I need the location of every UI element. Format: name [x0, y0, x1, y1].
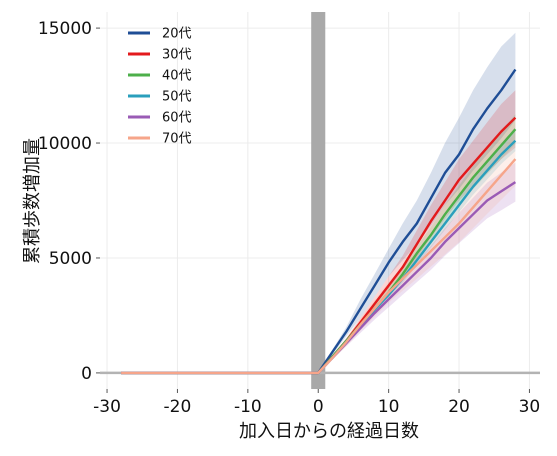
x-tick-label: -30 [93, 397, 121, 417]
y-tick-label: 5000 [49, 249, 92, 269]
y-tick-label: 10000 [38, 134, 92, 154]
x-tick-label: 20 [448, 397, 470, 417]
y-axis-label: 累積歩数増加量 [22, 138, 43, 264]
legend-label: 60代 [162, 111, 192, 126]
day-zero-band [311, 12, 326, 389]
legend-label: 30代 [162, 48, 192, 63]
x-tick-label: 0 [313, 397, 324, 417]
legend-label: 40代 [162, 69, 192, 84]
series-line [121, 158, 517, 375]
series-line [121, 68, 517, 375]
legend-label: 20代 [162, 27, 192, 42]
confidence-band [121, 32, 516, 373]
x-tick-label: -20 [164, 397, 192, 417]
legend-label: 50代 [162, 90, 192, 105]
y-tick-label: 0 [81, 364, 92, 384]
legend-label: 70代 [162, 132, 192, 147]
x-axis-label: 加入日からの経過日数 [239, 421, 419, 442]
x-tick-label: 10 [378, 397, 400, 417]
y-axis-ticks: 0 5000 10000 15000 [38, 19, 100, 384]
x-tick-label: -10 [234, 397, 262, 417]
x-tick-label: 30 [519, 397, 541, 417]
series-lines [121, 68, 517, 375]
x-axis-ticks: -30 -20 -10 0 10 20 30 [93, 389, 540, 417]
y-tick-label: 15000 [38, 19, 92, 39]
legend: 20代 30代 40代 50代 60代 70代 [128, 27, 192, 147]
